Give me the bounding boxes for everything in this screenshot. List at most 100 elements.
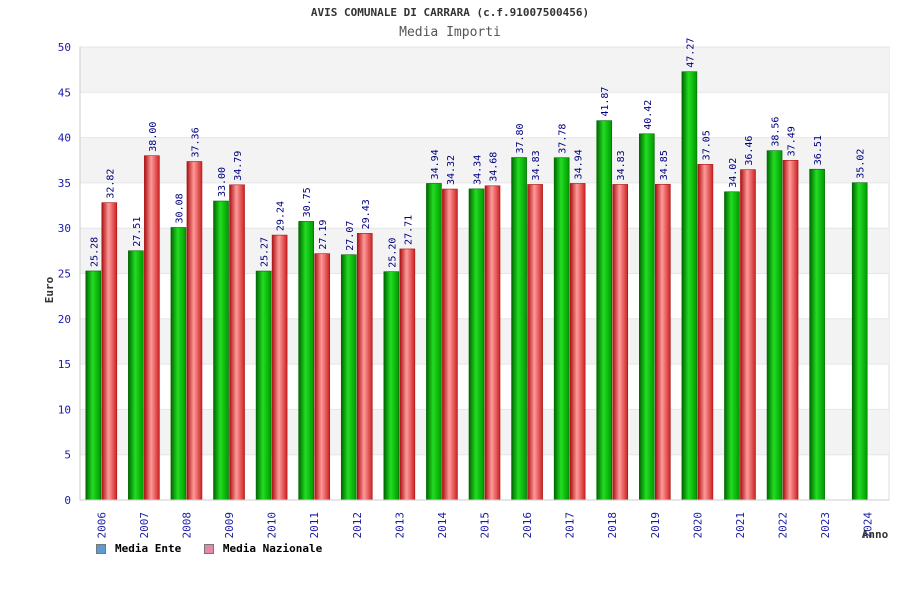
data-label-media-nazionale: 34.83 <box>531 150 542 180</box>
bar-media-ente <box>383 271 400 501</box>
data-label-media-nazionale: 37.49 <box>787 126 798 156</box>
data-label-media-ente: 30.75 <box>302 187 313 217</box>
y-tick-label: 25 <box>58 268 71 281</box>
y-tick-label: 15 <box>58 358 71 371</box>
y-tick-label: 45 <box>58 86 71 99</box>
bar-media-nazionale <box>101 202 118 501</box>
bar-media-ente <box>553 157 570 501</box>
x-tick-label: 2016 <box>521 512 534 539</box>
bar-media-ente <box>851 182 868 501</box>
data-label-media-ente: 37.80 <box>515 123 526 153</box>
x-tick-label: 2013 <box>393 512 406 539</box>
data-label-media-nazionale: 37.05 <box>701 130 712 160</box>
y-tick-label: 35 <box>58 177 71 190</box>
data-label-media-nazionale: 34.32 <box>446 155 457 185</box>
y-tick-label: 40 <box>58 132 71 145</box>
bar-media-nazionale <box>527 184 543 501</box>
bar-media-ente <box>511 157 527 501</box>
data-label-media-nazionale: 27.19 <box>318 220 329 250</box>
data-label-media-ente: 41.87 <box>600 87 611 117</box>
x-tick-label: 2015 <box>479 512 492 539</box>
data-label-media-nazionale: 34.85 <box>659 150 670 180</box>
bar-media-ente <box>809 168 825 501</box>
x-tick-label: 2022 <box>777 512 790 539</box>
y-tick-label: 20 <box>58 313 71 326</box>
bar-media-ente <box>426 183 442 501</box>
data-label-media-ente: 38.56 <box>771 117 782 147</box>
bar-media-nazionale <box>569 183 586 501</box>
data-label-media-ente: 37.78 <box>558 124 569 154</box>
data-label-media-ente: 25.27 <box>260 237 271 267</box>
data-label-media-ente: 30.08 <box>174 193 185 223</box>
bar-media-nazionale <box>399 248 416 501</box>
data-label-media-ente: 25.20 <box>387 238 398 268</box>
x-tick-label: 2023 <box>819 512 832 539</box>
x-tick-label: 2011 <box>308 512 321 539</box>
bar-media-nazionale <box>442 188 458 501</box>
x-tick-label: 2007 <box>138 512 151 539</box>
bar-media-nazionale <box>484 185 501 501</box>
bar-media-ente <box>468 188 485 501</box>
x-tick-label: 2021 <box>734 512 747 539</box>
x-axis-label: Anno <box>862 528 889 541</box>
bar-media-ente <box>340 254 357 501</box>
legend-swatch-media-ente <box>96 543 106 554</box>
y-tick-label: 0 <box>64 494 71 507</box>
y-axis: 0 5 10 15 20 25 30 35 40 45 50 <box>58 41 81 507</box>
bar-series: 25.28 27.51 30.08 33.00 25.27 30.75 27.07 25.20… <box>85 38 868 501</box>
data-label-media-ente: 27.07 <box>345 221 356 251</box>
bar-media-nazionale <box>782 160 799 501</box>
bar-media-ente <box>298 221 314 501</box>
data-label-media-nazionale: 34.68 <box>489 152 500 182</box>
data-label-media-ente: 34.94 <box>430 149 441 179</box>
y-axis-label: Euro <box>43 276 56 303</box>
x-tick-label: 2018 <box>606 512 619 539</box>
data-label-media-nazionale: 29.24 <box>276 201 287 231</box>
legend-label-media-ente: Media Ente <box>115 542 182 555</box>
y-tick-label: 10 <box>58 403 71 416</box>
bar-media-nazionale <box>356 233 373 501</box>
data-label-media-nazionale: 36.46 <box>744 136 755 166</box>
data-label-media-ente: 34.02 <box>728 158 739 188</box>
bar-media-nazionale <box>314 253 330 501</box>
legend-label-media-nazionale: Media Nazionale <box>222 542 323 555</box>
legend: Media Ente Media Nazionale <box>96 542 338 557</box>
bar-media-ente <box>724 191 740 501</box>
x-axis: 2006 2007 2008 2009 2010 2011 2012 2013 2014 2015… <box>80 499 889 539</box>
bar-media-nazionale <box>271 234 288 501</box>
legend-swatch-media-nazionale <box>203 543 214 554</box>
y-tick-label: 50 <box>58 41 71 54</box>
x-tick-label: 2014 <box>436 512 449 539</box>
data-label-media-nazionale: 32.82 <box>105 169 116 199</box>
x-tick-label: 2024 <box>862 512 875 539</box>
bar-media-ente <box>128 250 144 501</box>
x-tick-label: 2012 <box>351 512 364 539</box>
data-label-media-nazionale: 34.83 <box>616 150 627 180</box>
data-label-media-ente: 25.28 <box>89 237 100 267</box>
x-tick-label: 2009 <box>223 512 236 539</box>
data-label-media-ente: 35.02 <box>856 149 867 179</box>
bar-media-nazionale <box>229 184 245 501</box>
x-tick-label: 2019 <box>649 512 662 539</box>
data-label-media-nazionale: 34.79 <box>233 151 244 181</box>
bar-media-ente <box>255 270 272 501</box>
bar-media-ente <box>213 200 229 501</box>
bar-media-ente <box>766 150 783 501</box>
legend-item-media-ente: Media Ente <box>96 542 181 555</box>
bar-media-ente <box>85 270 102 501</box>
bar-media-nazionale <box>612 184 629 501</box>
data-label-media-ente: 36.51 <box>813 135 824 165</box>
chart-title: AVIS COMUNALE DI CARRARA (c.f.9100750045… <box>310 6 590 19</box>
y-tick-label: 5 <box>64 449 71 462</box>
bar-media-ente <box>596 120 613 501</box>
x-tick-label: 2017 <box>564 512 577 539</box>
data-label-media-nazionale: 37.36 <box>190 127 201 157</box>
bar-media-nazionale <box>740 169 756 501</box>
data-label-media-ente: 34.34 <box>473 155 484 185</box>
data-label-media-nazionale: 29.43 <box>361 199 372 229</box>
x-tick-label: 2010 <box>266 512 279 539</box>
bar-media-nazionale <box>144 155 160 501</box>
bar-media-ente <box>170 227 187 501</box>
data-label-media-nazionale: 34.94 <box>574 149 585 179</box>
